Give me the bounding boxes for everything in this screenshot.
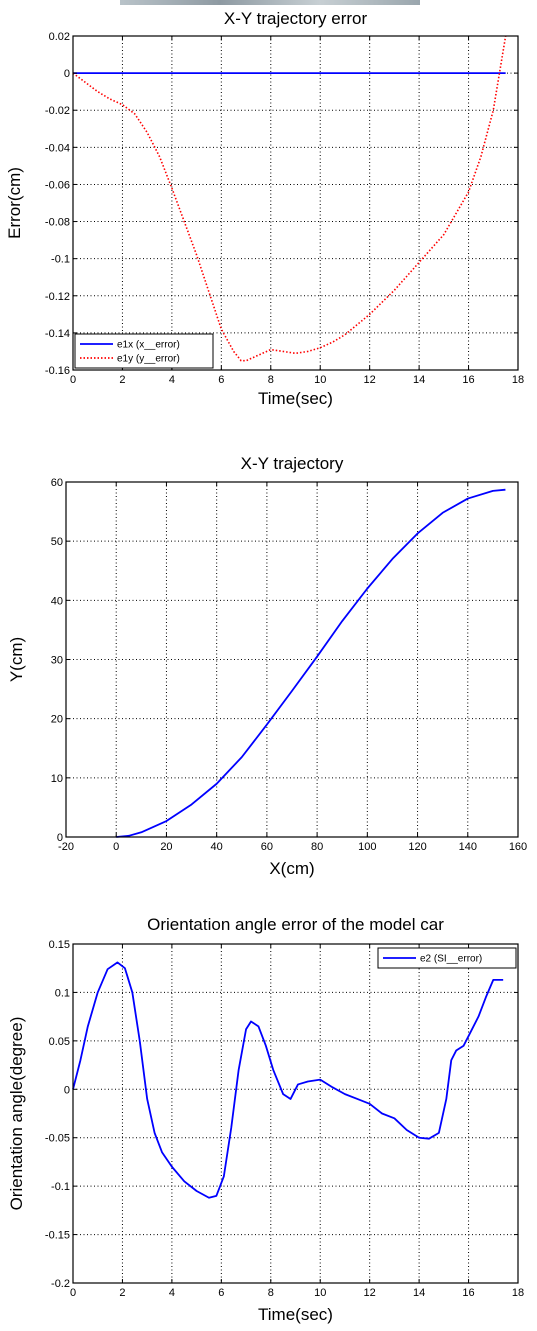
plot-frame	[66, 482, 518, 837]
x-tick-label: 14	[413, 1287, 425, 1299]
y-axis-label: Error(cm)	[5, 167, 24, 239]
series-line-1	[116, 490, 505, 837]
plot-frame	[73, 944, 518, 1283]
x-tick-label: 4	[169, 1287, 175, 1299]
y-tick-label: -0.06	[45, 179, 70, 191]
y-tick-label: 0	[57, 832, 63, 844]
y-tick-label: -0.08	[45, 217, 70, 229]
chart-1: X-Y trajectory error 0 2 4 6 8 10 12 14 16 18 0.02 0…	[5, 9, 524, 408]
x-tick-label: 6	[218, 1287, 224, 1299]
plot-frame	[73, 36, 518, 370]
y-tick-label: -0.16	[45, 365, 70, 377]
y-tick-label: 10	[51, 773, 63, 785]
y-tick-label: 0.05	[49, 1036, 70, 1048]
y-tick-label: -0.02	[45, 105, 70, 117]
x-tick-label: 0	[70, 374, 76, 386]
legend: e2 (SI__error)	[378, 948, 516, 968]
x-axis-label: X(cm)	[269, 859, 314, 878]
x-tick-label: 10	[314, 1287, 326, 1299]
x-tick-label: 4	[169, 374, 175, 386]
x-tick-label: 6	[218, 374, 224, 386]
x-tick-label: 120	[408, 841, 426, 853]
y-tick-label: -0.04	[45, 142, 70, 154]
x-tick-label: 80	[311, 841, 323, 853]
chart-2: X-Y trajectory-20 0 20 40 60 80 100 120 140 16001…	[7, 454, 527, 878]
y-tick-label: -0.15	[45, 1230, 70, 1242]
chart-title: X-Y trajectory	[241, 454, 344, 473]
y-tick-label: 30	[51, 655, 63, 667]
x-tick-label: 16	[462, 1287, 474, 1299]
x-tick-label: 60	[261, 841, 273, 853]
x-tick-label: 2	[119, 1287, 125, 1299]
y-tick-label: 60	[51, 477, 63, 489]
x-tick-label: 12	[364, 1287, 376, 1299]
y-tick-label: 0.02	[49, 31, 70, 43]
y-tick-label: 40	[51, 595, 63, 607]
x-tick-label: 0	[113, 841, 119, 853]
x-tick-label: 100	[358, 841, 376, 853]
y-axis-label: Orientation angle(degree)	[7, 1017, 26, 1211]
x-tick-label: 18	[512, 374, 524, 386]
x-tick-label: 160	[509, 841, 527, 853]
x-tick-label: 2	[119, 374, 125, 386]
y-tick-label: 0	[64, 68, 70, 80]
x-tick-label: 18	[512, 1287, 524, 1299]
chart-title: X-Y trajectory error	[224, 9, 368, 28]
y-tick-label: 0.1	[55, 987, 70, 999]
y-tick-label: 0.15	[49, 939, 70, 951]
y-tick-label: -0.1	[51, 254, 70, 266]
x-tick-label: 16	[462, 374, 474, 386]
y-tick-label: 20	[51, 714, 63, 726]
y-tick-label: -0.05	[45, 1133, 70, 1145]
legend-entry: e1y (y__error)	[117, 354, 180, 365]
legend-entry: e1x (x__error)	[117, 340, 180, 351]
x-tick-label: 40	[211, 841, 223, 853]
y-tick-label: -0.2	[51, 1278, 70, 1290]
legend-entry: e2 (SI__error)	[420, 954, 482, 965]
legend: e1x (x__error) e1y (y__error)	[75, 334, 213, 368]
y-axis-label: Y(cm)	[7, 637, 26, 682]
y-tick-label: -0.12	[45, 291, 70, 303]
x-tick-label: 20	[160, 841, 172, 853]
x-tick-label: 140	[459, 841, 477, 853]
x-tick-label: 10	[314, 374, 326, 386]
x-tick-label: 0	[70, 1287, 76, 1299]
x-axis-label: Time(sec)	[258, 1305, 333, 1324]
x-tick-label: 12	[364, 374, 376, 386]
y-tick-label: 0	[64, 1084, 70, 1096]
x-tick-label: 8	[268, 1287, 274, 1299]
x-tick-label: 14	[413, 374, 425, 386]
x-tick-label: 8	[268, 374, 274, 386]
chart-title: Orientation angle error of the model car	[147, 915, 444, 934]
chart-3: Orientation angle error of the model car…	[7, 915, 524, 1324]
y-tick-label: -0.14	[45, 328, 70, 340]
y-tick-label: -0.1	[51, 1181, 70, 1193]
series-line-2	[73, 36, 506, 361]
y-tick-label: 50	[51, 536, 63, 548]
series-line-1	[73, 962, 503, 1197]
x-axis-label: Time(sec)	[258, 389, 333, 408]
